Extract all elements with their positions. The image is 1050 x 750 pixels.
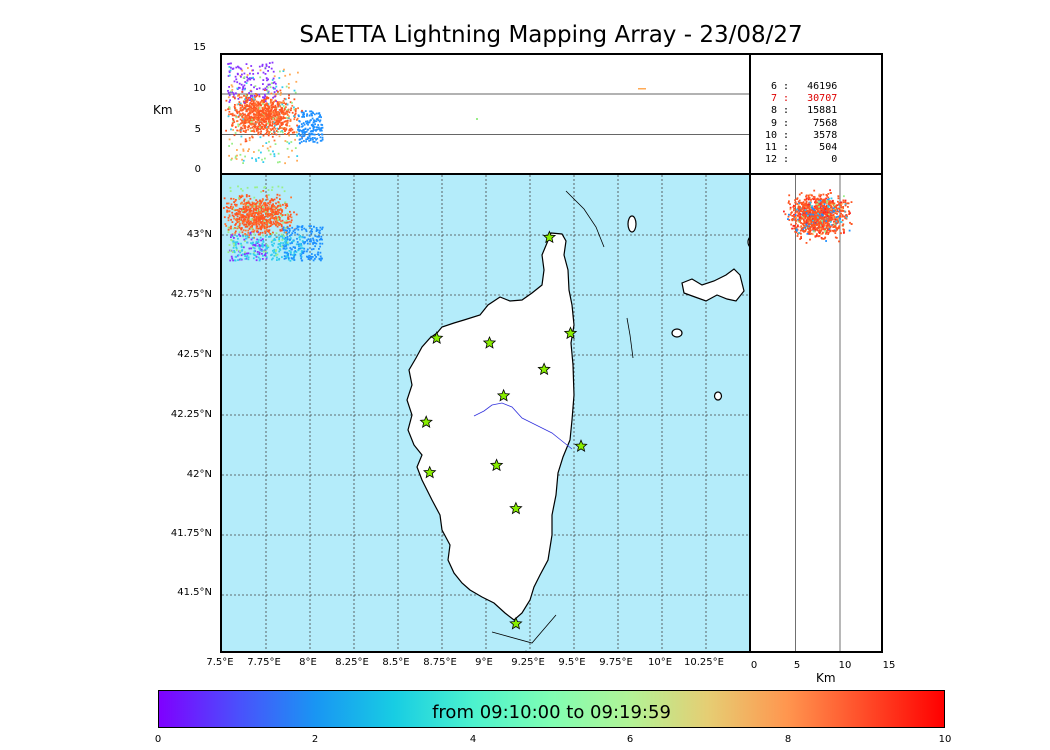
side-tick: 5 — [793, 660, 801, 671]
station-star-icon — [419, 415, 433, 428]
gorgona-island — [747, 237, 749, 247]
station-star-icon — [509, 501, 523, 515]
lightning-sources — [223, 185, 324, 262]
corsica-map — [222, 175, 749, 651]
stray-source — [638, 88, 646, 90]
station-star-icon — [496, 388, 511, 402]
lon-tick: 9°E — [475, 657, 493, 668]
colorbar-tick: 0 — [154, 734, 162, 745]
lon-tick: 9.75°E — [599, 657, 633, 668]
stray-source — [476, 118, 478, 120]
lon-tick: 10°E — [647, 657, 673, 668]
station-star-icon — [509, 616, 523, 630]
station-count-list: 6 : 46196 7 : 30707 8 : 15881 9 : 7568 10… — [765, 81, 837, 166]
side-tick: 15 — [882, 660, 896, 671]
side-plot — [783, 175, 853, 651]
map-panel — [220, 173, 751, 653]
station-star-icon — [563, 326, 578, 340]
latitude-altitude-panel — [749, 173, 883, 653]
station-count-row: 7 : 30707 — [765, 93, 838, 105]
lon-tick: 8°E — [299, 657, 317, 668]
colorbar-tick: 2 — [311, 734, 319, 745]
station-count-panel: 6 : 46196 7 : 30707 8 : 15881 9 : 7568 10… — [749, 53, 883, 175]
station-count-row: 9 : 7568 — [765, 117, 838, 129]
lon-tick: 8.25°E — [335, 657, 369, 668]
station-star-icon — [574, 439, 588, 452]
station-count-row: 6 : 46196 — [765, 81, 838, 92]
colorbar-tick: 10 — [938, 734, 952, 745]
lat-tick: 43°N — [186, 229, 212, 240]
colorbar-tick: 8 — [784, 734, 792, 745]
boundary-line — [626, 317, 634, 359]
boundary-line — [565, 190, 605, 248]
altitude-plot — [222, 61, 749, 165]
altitude-panel — [220, 53, 751, 175]
colorbar-tick: 6 — [626, 734, 634, 745]
station-star-icon — [429, 331, 444, 344]
lon-tick: 8.5°E — [382, 657, 410, 668]
altitude-sources — [224, 61, 646, 165]
lon-tick: 10.25°E — [684, 657, 724, 668]
corsica-coastline — [406, 232, 575, 621]
lon-tick: 7.5°E — [206, 657, 234, 668]
lon-tick: 7.75°E — [247, 657, 281, 668]
colorbar-label: from 09:10:00 to 09:19:59 — [432, 702, 671, 723]
station-count-row: 12 : 0 — [765, 154, 838, 166]
lat-tick: 42°N — [186, 469, 212, 480]
station-star-icon — [482, 335, 497, 349]
boundary-line — [525, 650, 527, 651]
station-star-icon — [537, 362, 551, 376]
colorbar-tick: 4 — [469, 734, 477, 745]
lat-tick: 42.75°N — [170, 289, 212, 300]
lon-tick: 9.25°E — [511, 657, 545, 668]
elba-island — [681, 268, 745, 302]
station-star-icon — [542, 230, 557, 244]
time-colorbar — [158, 690, 945, 728]
altitude-axis-label: Km — [153, 103, 173, 117]
river — [473, 402, 573, 450]
lon-tick: 9.5°E — [558, 657, 586, 668]
lat-tick: 42.25°N — [170, 409, 212, 420]
station-count-row: 10 : 3578 — [765, 129, 838, 141]
lat-tick: 41.75°N — [170, 528, 212, 539]
side-axis-label: Km — [816, 671, 836, 685]
altitude-tick: 5 — [194, 124, 201, 135]
station-star-icon — [489, 458, 504, 472]
station-star-icon — [423, 465, 437, 479]
station-count-row: 8 : 15881 — [765, 105, 838, 117]
altitude-tick: 15 — [193, 42, 206, 53]
side-sources — [783, 189, 853, 244]
side-tick: 0 — [750, 660, 758, 671]
lon-tick: 8.75°E — [423, 657, 457, 668]
station-count-row: 11 : 504 — [765, 142, 838, 154]
lat-tick: 41.5°N — [177, 587, 212, 598]
lat-tick: 42.5°N — [177, 349, 212, 360]
capraia-island — [627, 215, 637, 233]
boundary-line — [491, 614, 557, 644]
chart-title: SAETTA Lightning Mapping Array - 23/08/2… — [299, 22, 803, 48]
stations — [419, 230, 588, 630]
altitude-tick: 10 — [193, 83, 206, 94]
montecristo-island — [713, 391, 723, 401]
altitude-tick: 0 — [194, 164, 201, 175]
side-tick: 10 — [838, 660, 852, 671]
pianosa-island — [671, 328, 683, 338]
